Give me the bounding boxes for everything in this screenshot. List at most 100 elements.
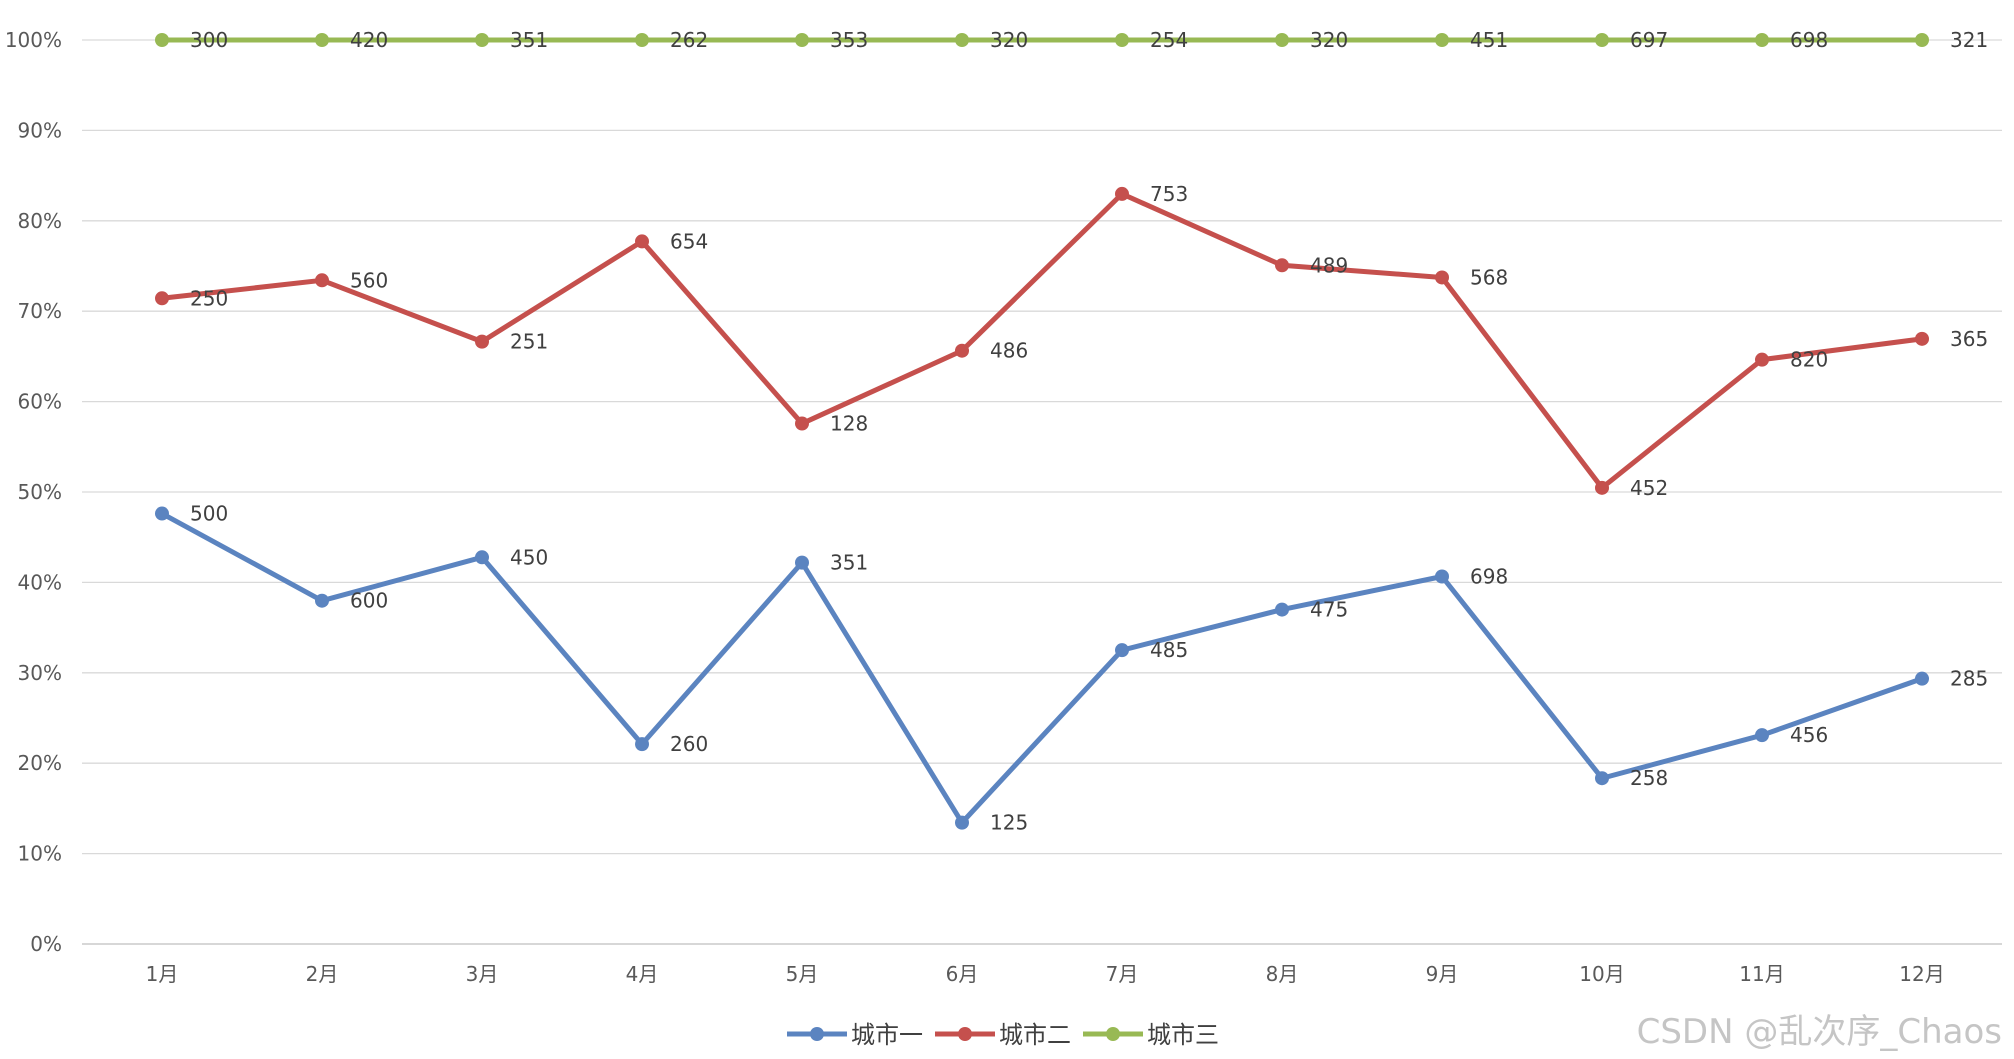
y-tick-label: 50% <box>18 480 62 504</box>
data-point <box>155 506 169 521</box>
data-label: 125 <box>990 811 1028 835</box>
watermark: CSDN @乱次序_Chaos <box>1636 1012 2002 1052</box>
data-label: 451 <box>1470 28 1508 52</box>
data-label: 456 <box>1790 723 1828 747</box>
data-label: 320 <box>990 28 1028 52</box>
y-tick-label: 60% <box>18 390 62 414</box>
data-label: 486 <box>990 339 1028 363</box>
data-point <box>1755 728 1769 743</box>
data-label: 654 <box>670 229 708 253</box>
data-label: 300 <box>190 28 228 52</box>
data-label: 500 <box>190 502 228 526</box>
legend: 城市一 城市二 城市三 <box>787 1021 1219 1049</box>
data-point <box>1595 480 1609 495</box>
data-label: 489 <box>1310 253 1348 277</box>
data-label: 258 <box>1630 766 1668 790</box>
data-label: 560 <box>350 268 388 292</box>
data-label: 600 <box>350 589 388 613</box>
x-tick-label: 1月 <box>146 962 179 986</box>
y-tick-label: 0% <box>30 932 62 956</box>
x-tick-label: 10月 <box>1579 962 1624 986</box>
x-tick-label: 3月 <box>466 962 499 986</box>
data-label: 251 <box>510 330 548 354</box>
y-tick-label: 100% <box>5 28 62 52</box>
data-point <box>1435 33 1449 47</box>
x-tick-label: 6月 <box>946 962 979 986</box>
x-tick-label: 2月 <box>306 962 339 986</box>
data-label: 254 <box>1150 28 1188 52</box>
data-label: 450 <box>510 545 548 569</box>
y-tick-label: 80% <box>18 209 62 233</box>
data-label: 698 <box>1470 565 1508 589</box>
data-label: 353 <box>830 28 868 52</box>
data-point <box>1115 186 1129 201</box>
data-point <box>1595 33 1609 47</box>
data-point <box>1275 33 1289 47</box>
data-point <box>475 334 489 349</box>
x-tick-label: 7月 <box>1106 962 1139 986</box>
data-label: 420 <box>350 28 388 52</box>
x-tick-label: 5月 <box>786 962 819 986</box>
data-point <box>795 555 809 570</box>
data-point <box>1275 258 1289 273</box>
y-tick-label: 30% <box>18 661 62 685</box>
data-point <box>1915 671 1929 686</box>
data-point <box>1115 33 1129 47</box>
data-point <box>475 33 489 47</box>
data-point <box>1755 33 1769 47</box>
data-point <box>475 550 489 565</box>
data-point <box>635 33 649 47</box>
data-label: 568 <box>1470 265 1508 289</box>
data-point <box>315 273 329 288</box>
legend-marker-1 <box>810 1027 824 1041</box>
data-point <box>635 737 649 752</box>
data-point <box>1115 643 1129 658</box>
data-point <box>155 33 169 47</box>
data-point <box>795 416 809 431</box>
data-label: 365 <box>1950 327 1988 351</box>
data-label: 321 <box>1950 28 1988 52</box>
data-point <box>1435 569 1449 584</box>
data-label: 285 <box>1950 667 1988 691</box>
data-label: 351 <box>510 28 548 52</box>
data-label: 260 <box>670 732 708 756</box>
legend-label-2: 城市二 <box>999 1021 1071 1049</box>
data-point <box>1595 771 1609 786</box>
data-point <box>955 343 969 358</box>
gridlines <box>82 39 2002 945</box>
data-label: 128 <box>830 412 868 436</box>
data-label: 452 <box>1630 476 1668 500</box>
data-label: 351 <box>830 551 868 575</box>
data-label: 475 <box>1310 598 1348 622</box>
data-labels: 500 600 450 260 351 125 485 475 698 258 456 285 250 5… <box>190 28 1988 835</box>
data-label: 262 <box>670 28 708 52</box>
y-tick-label: 40% <box>18 570 62 594</box>
x-tick-label: 8月 <box>1266 962 1299 986</box>
legend-label-1: 城市一 <box>851 1021 923 1049</box>
data-label: 698 <box>1790 28 1828 52</box>
y-tick-label: 70% <box>18 299 62 323</box>
y-tick-label: 90% <box>18 118 62 142</box>
data-point <box>155 291 169 306</box>
legend-marker-3 <box>1106 1027 1120 1041</box>
data-point <box>635 234 649 249</box>
data-point <box>795 33 809 47</box>
data-point <box>1915 331 1929 346</box>
data-point <box>1915 33 1929 47</box>
data-point <box>315 593 329 608</box>
x-tick-label: 9月 <box>1426 962 1459 986</box>
data-label: 320 <box>1310 28 1348 52</box>
data-point <box>315 33 329 47</box>
data-point <box>1275 602 1289 617</box>
y-tick-label: 10% <box>18 842 62 866</box>
series-line-2 <box>161 191 1923 491</box>
x-tick-label: 4月 <box>626 962 659 986</box>
series-lines <box>155 33 1929 830</box>
data-point <box>1755 352 1769 367</box>
x-tick-label: 12月 <box>1899 962 1944 986</box>
data-point <box>955 815 969 830</box>
data-label: 250 <box>190 286 228 310</box>
x-tick-label: 11月 <box>1739 962 1784 986</box>
data-label: 753 <box>1150 182 1188 206</box>
